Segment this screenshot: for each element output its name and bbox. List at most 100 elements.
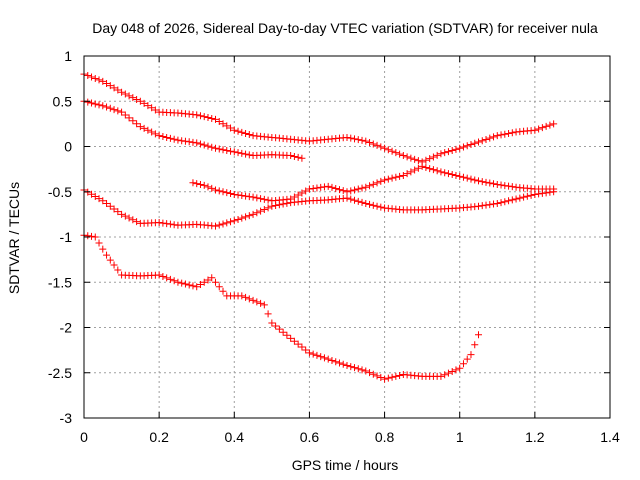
x-tick-label: 0 [80, 429, 88, 445]
data-point-interp [114, 208, 122, 216]
data-point [456, 364, 464, 372]
data-point-interp [204, 276, 212, 284]
data-point-interp [125, 92, 133, 100]
data-point-interp [170, 135, 178, 143]
data-point-interp [508, 129, 516, 137]
data-point-interp [452, 145, 460, 153]
y-tick-label: 0.5 [53, 93, 73, 109]
x-tick-label: 0.2 [149, 429, 169, 445]
data-point [418, 162, 426, 170]
data-point-interp [84, 232, 92, 240]
data-point-interp [392, 173, 400, 181]
data-point [212, 115, 219, 123]
data-point-interp [369, 140, 377, 148]
data-point-interp [227, 124, 235, 132]
data-point [118, 88, 126, 96]
data-point-interp [215, 145, 223, 153]
data-point-interp [196, 112, 204, 120]
data-point [343, 194, 351, 202]
data-point-interp [279, 328, 287, 336]
data-point-interp [290, 337, 298, 345]
data-point-interp [373, 141, 381, 149]
data-point [399, 171, 407, 179]
data-point-interp [242, 293, 250, 301]
x-tick-label: 0.6 [300, 429, 320, 445]
data-point-interp [384, 146, 392, 154]
data-point-interp [366, 139, 374, 147]
data-point-interp [88, 232, 96, 240]
data-point-interp [245, 131, 253, 139]
data-point [230, 190, 238, 198]
data-point-interp [422, 163, 430, 171]
data-point [155, 132, 163, 140]
data-point-interp [347, 134, 355, 142]
data-point-interp [369, 201, 377, 209]
data-point-interp [377, 143, 385, 151]
data-point-interp [121, 111, 129, 119]
grid [84, 56, 610, 418]
data-point-interp [196, 140, 204, 148]
y-tick-label: -2 [60, 320, 73, 336]
y-axis-label: SDTVAR / TECUs [6, 182, 22, 294]
data-point-interp [215, 187, 223, 195]
data-point-interp [486, 134, 494, 142]
data-point [550, 188, 558, 196]
y-tick-label: -3 [60, 410, 73, 426]
data-point-interp [520, 193, 528, 201]
data-point-interp [99, 245, 107, 253]
data-point [155, 219, 163, 227]
series-series-5 [80, 231, 482, 383]
data-point-interp [546, 121, 554, 129]
data-point [99, 102, 107, 110]
data-point [249, 210, 257, 218]
data-point-interp [219, 146, 227, 154]
data-point-interp [497, 181, 505, 189]
data-point-interp [238, 128, 246, 136]
data-point-interp [159, 219, 167, 227]
data-point [260, 301, 268, 309]
data-point-interp [302, 187, 310, 195]
data-point-interp [103, 103, 111, 111]
data-point-interp [535, 125, 543, 133]
data-point-interp [448, 171, 456, 179]
data-point-interp [212, 278, 219, 286]
data-point-interp [193, 180, 201, 188]
data-point-interp [407, 168, 415, 176]
data-point-interp [351, 196, 359, 204]
data-point-interp [463, 174, 471, 182]
data-point-interp [242, 213, 250, 221]
data-point-interp [238, 214, 246, 222]
data-point [381, 375, 389, 383]
data-point-interp [347, 187, 355, 195]
data-point-interp [275, 325, 283, 333]
data-point-interp [471, 139, 479, 147]
data-point-interp [309, 350, 317, 358]
data-point-interp [170, 277, 178, 285]
x-tick-label: 0.8 [375, 429, 395, 445]
data-point-interp [478, 137, 486, 145]
data-point-interp [133, 120, 141, 128]
data-point [475, 177, 482, 185]
data-point-interp [253, 298, 261, 306]
data-point [475, 138, 482, 146]
data-point-interp [444, 148, 452, 156]
data-point [343, 188, 351, 196]
data-point [136, 123, 144, 131]
data-point [238, 292, 246, 300]
data-point-interp [313, 351, 321, 359]
data-point-interp [377, 373, 385, 381]
data-point [531, 190, 539, 198]
data-point-interp [516, 194, 524, 202]
data-point-interp [482, 201, 490, 209]
data-point-interp [163, 133, 171, 141]
data-point-interp [463, 142, 471, 150]
data-point [381, 144, 389, 152]
data-point-interp [242, 129, 250, 137]
data-point-interp [317, 353, 325, 361]
data-point-interp [317, 183, 325, 191]
data-point-interp [313, 184, 321, 192]
data-point-interp [478, 178, 486, 186]
data-point-interp [185, 138, 193, 146]
data-point-interp [508, 183, 516, 191]
